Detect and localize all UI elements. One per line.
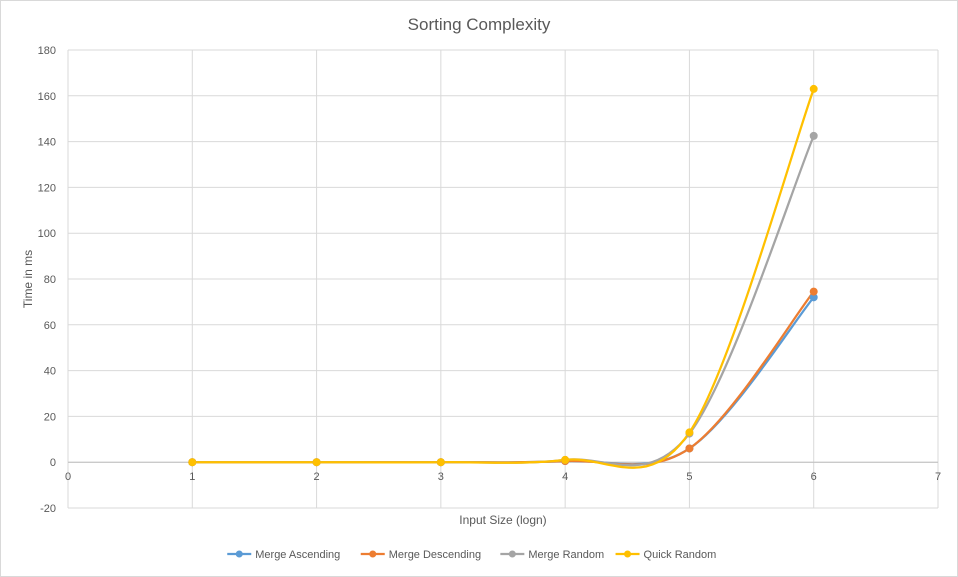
y-tick-label: 100 [38, 228, 56, 240]
data-point [809, 131, 818, 140]
data-point [809, 287, 818, 296]
legend-label: Merge Ascending [255, 549, 340, 561]
y-tick-label: 20 [44, 411, 56, 423]
data-point [685, 444, 694, 453]
y-tick-label: 120 [38, 182, 56, 194]
legend-marker [508, 550, 516, 558]
y-tick-label: 80 [44, 274, 56, 286]
tick-labels: -20 0 20 40 60 80 100 120 140 160 180 0 1 2 3 4 5 6 7 [38, 45, 941, 515]
x-tick-label: 4 [562, 471, 568, 483]
series-markers [188, 84, 818, 467]
y-tick-label: 160 [38, 91, 56, 103]
legend-marker [235, 550, 243, 558]
x-tick-label: 7 [935, 471, 941, 483]
data-point [312, 458, 321, 467]
y-tick-label: 60 [44, 320, 56, 332]
legend-marker [369, 550, 377, 558]
x-tick-label: 0 [65, 471, 71, 483]
data-point [561, 455, 570, 464]
gridlines [67, 49, 939, 509]
data-point [188, 458, 197, 467]
x-tick-label: 3 [438, 471, 444, 483]
y-tick-label: -20 [40, 503, 56, 515]
chart-title: Sorting Complexity [408, 15, 551, 34]
data-point [685, 428, 694, 437]
x-axis-label: Input Size (logn) [459, 513, 546, 527]
legend: Merge Ascending Merge Descending Merge Ran… [227, 549, 716, 561]
y-tick-label: 40 [44, 366, 56, 378]
y-axis-label: Time in ms [21, 250, 35, 308]
series-lines [192, 88, 815, 469]
x-tick-label: 2 [314, 471, 320, 483]
y-tick-label: 140 [38, 137, 56, 149]
legend-label: Quick Random [644, 549, 717, 561]
y-tick-label: 180 [38, 45, 56, 57]
data-point [809, 84, 818, 93]
legend-label: Merge Random [528, 549, 604, 561]
x-tick-label: 5 [686, 471, 692, 483]
legend-label: Merge Descending [389, 549, 481, 561]
legend-marker [624, 550, 632, 558]
data-point [436, 458, 445, 467]
y-tick-label: 0 [50, 457, 56, 469]
x-tick-label: 6 [811, 471, 817, 483]
x-tick-label: 1 [189, 471, 195, 483]
